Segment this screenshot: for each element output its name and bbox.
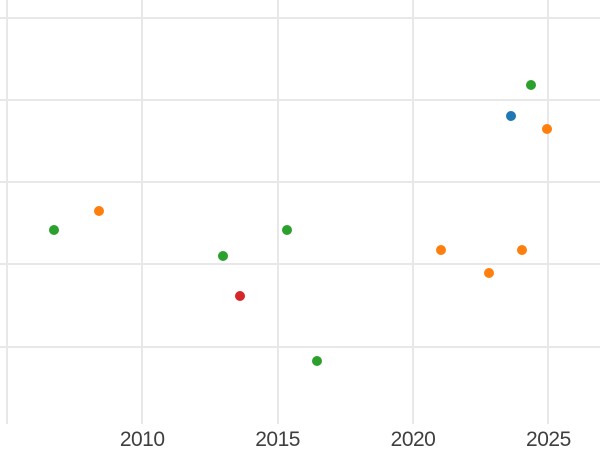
x-tick-label: 2020 — [390, 428, 436, 450]
x-gridline — [5, 0, 8, 424]
x-tick-label: 2025 — [526, 428, 571, 450]
y-gridline — [0, 263, 600, 266]
x-tick-label: 2010 — [119, 428, 165, 450]
y-gridline — [0, 16, 600, 19]
data-point-green — [218, 251, 229, 262]
data-point-green — [525, 80, 536, 91]
data-point-orange — [541, 124, 552, 135]
data-point-orange — [516, 245, 527, 256]
data-point-orange — [94, 205, 105, 216]
data-point-orange — [484, 267, 495, 278]
y-gridline — [0, 98, 600, 101]
x-gridline — [141, 0, 144, 424]
data-point-red — [235, 291, 246, 302]
y-gridline — [0, 181, 600, 184]
x-gridline — [276, 0, 279, 424]
data-point-green — [282, 224, 293, 235]
x-gridline — [547, 0, 550, 424]
data-point-orange — [436, 245, 447, 256]
x-gridline — [412, 0, 414, 424]
x-tick-label: 2015 — [255, 428, 300, 450]
y-gridline — [0, 345, 600, 348]
data-point-blue — [506, 111, 517, 122]
data-point-green — [48, 224, 59, 235]
data-point-green — [312, 356, 323, 367]
